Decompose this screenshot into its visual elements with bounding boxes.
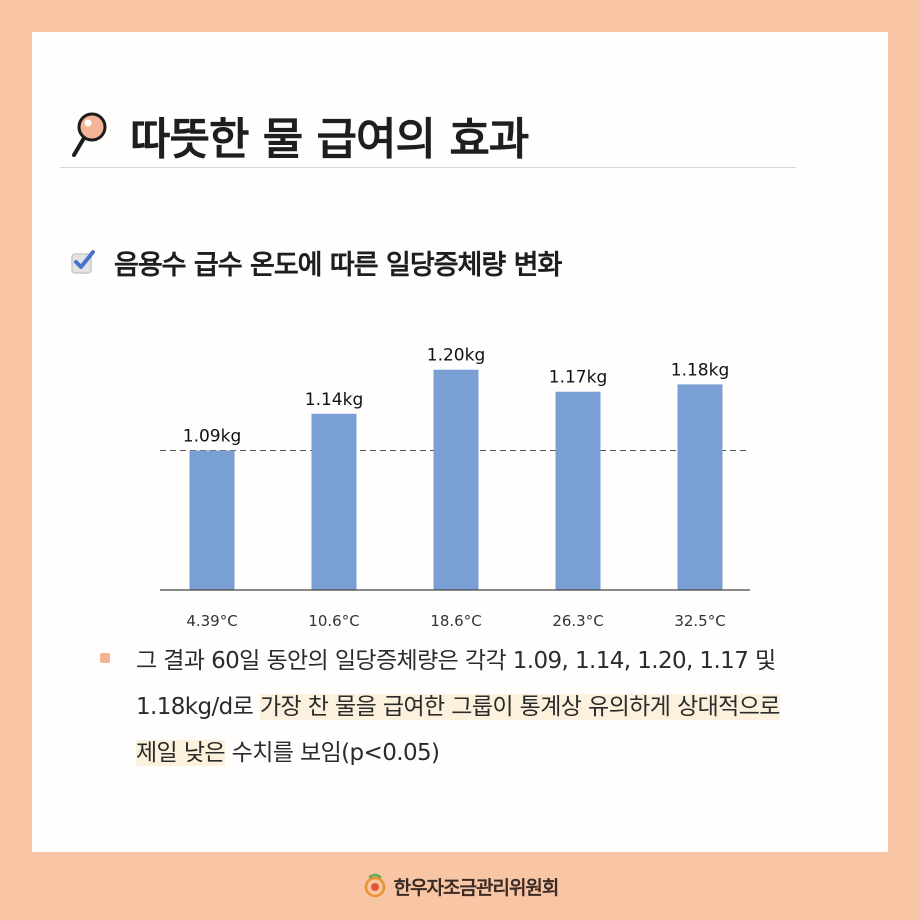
x-tick-label: 10.6°C: [308, 612, 359, 630]
bar-data-label: 1.20kg: [427, 346, 486, 366]
subtitle-row: 음용수 급수 온도에 따른 일당증체량 변화: [70, 240, 562, 284]
bullet-icon: [100, 653, 110, 663]
org-name: 한우자조금관리위원회: [393, 876, 560, 899]
bar: [433, 369, 479, 590]
x-tick-label: 32.5°C: [674, 612, 725, 630]
bar-data-label: 1.18kg: [671, 360, 730, 380]
chart-subtitle: 음용수 급수 온도에 따른 일당증체량 변화: [114, 249, 562, 281]
note-text: 그 결과 60일 동안의 일당증체량은 각각 1.09, 1.14, 1.20,…: [136, 638, 800, 776]
note-text-part2: 수치를 보임(p<0.05): [224, 740, 440, 766]
note-text-part1: 그 결과 60일 동안의 일당증체량은 각각 1.09, 1.14, 1.20,…: [136, 648, 776, 720]
hanwoo-logo-icon: [364, 873, 385, 898]
page-title: 따뜻한 물 급여의 효과: [130, 114, 529, 165]
bar-chart: 1.09kg 4.39°C 1.14kg 10.6°C 1.20kg 18.6°C 1.17…: [160, 346, 750, 630]
title-divider: [60, 167, 796, 168]
bar: [311, 413, 357, 590]
result-note: 그 결과 60일 동안의 일당증체량은 각각 1.09, 1.14, 1.20,…: [100, 638, 800, 776]
footer: 한우자조금관리위원회: [0, 860, 920, 912]
x-tick-label: 18.6°C: [430, 612, 481, 630]
checkbox-checked-icon: [71, 250, 95, 274]
bar-data-label: 1.17kg: [549, 368, 608, 388]
magnifier-icon: [72, 112, 107, 157]
bar-data-label: 1.09kg: [183, 426, 242, 446]
x-tick-label: 26.3°C: [552, 612, 603, 630]
bar: [677, 384, 723, 590]
title-row: 따뜻한 물 급여의 효과: [70, 95, 529, 175]
x-tick-label: 4.39°C: [186, 612, 237, 630]
bar-data-label: 1.14kg: [305, 390, 364, 410]
bar: [555, 391, 601, 590]
bar: [189, 450, 235, 590]
